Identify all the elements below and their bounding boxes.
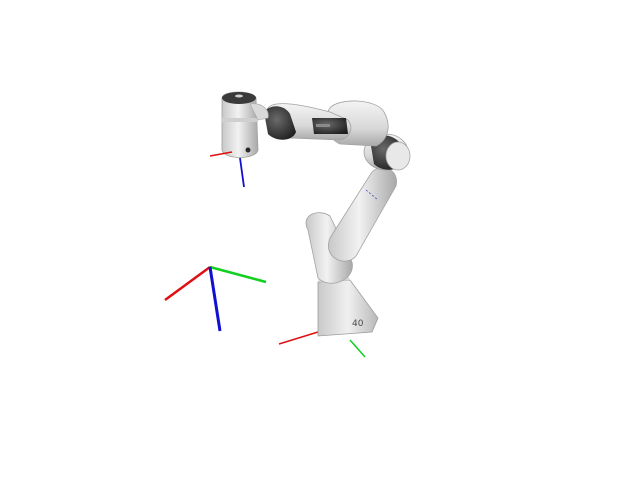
base-frame-axes — [278, 331, 366, 358]
robot-arm[interactable]: 40 — [221, 91, 411, 337]
robot-wrist-link — [264, 103, 352, 141]
robot-link-2 — [328, 167, 397, 262]
world-frame-axes — [164, 265, 267, 332]
end-effector-frame-axes — [209, 151, 245, 188]
world-y-axis — [209, 265, 267, 284]
base-x-axis — [278, 331, 319, 345]
base-y-axis — [349, 339, 366, 358]
world-x-axis — [164, 265, 211, 302]
base-label: 40 — [352, 319, 364, 329]
link-2-seam — [365, 189, 379, 201]
ee-z-axis — [239, 157, 245, 188]
world-z-axis — [208, 266, 222, 332]
ee-x-axis — [209, 151, 233, 157]
robot-end-effector — [221, 91, 269, 158]
